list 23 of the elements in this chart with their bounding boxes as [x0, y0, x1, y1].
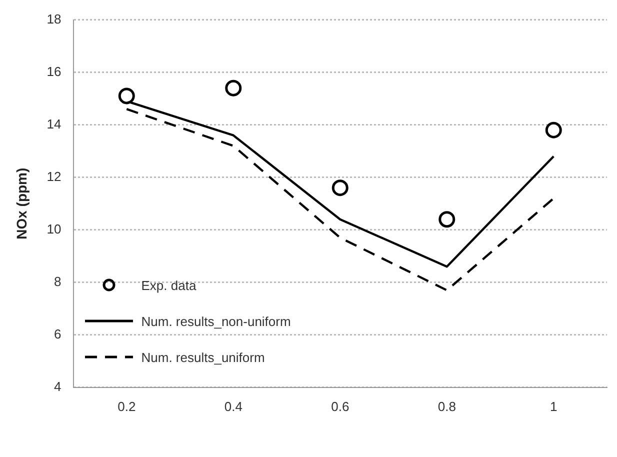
- x-tick-label: 0.4: [224, 398, 242, 414]
- y-axis-title: NOx (ppm): [13, 168, 30, 240]
- y-tick-label: 14: [46, 116, 62, 132]
- x-tick-label: 0.8: [438, 398, 456, 414]
- point: [332, 180, 348, 196]
- x-tick-label: 1: [550, 398, 558, 414]
- y-tick-label: 18: [46, 11, 62, 26]
- x-tick-label: 0.6: [331, 398, 350, 414]
- y-tick-label: 10: [46, 221, 62, 236]
- point: [225, 80, 242, 96]
- y-tick-label: 16: [46, 64, 62, 79]
- y-tick-label: 6: [54, 326, 62, 342]
- x-tick-label: 0.2: [118, 398, 136, 414]
- legend-label: Num. results_non-uniform: [141, 314, 291, 329]
- y-tick-label: 4: [54, 378, 62, 394]
- line-series: [126, 108, 555, 292]
- legend-label: Num. results_uniform: [141, 350, 265, 365]
- point: [545, 122, 562, 138]
- y-tick-label: 8: [54, 274, 62, 289]
- point: [118, 88, 135, 104]
- legend-label: Exp. data: [141, 278, 196, 293]
- point: [438, 211, 456, 228]
- y-tick-label: 12: [46, 168, 62, 184]
